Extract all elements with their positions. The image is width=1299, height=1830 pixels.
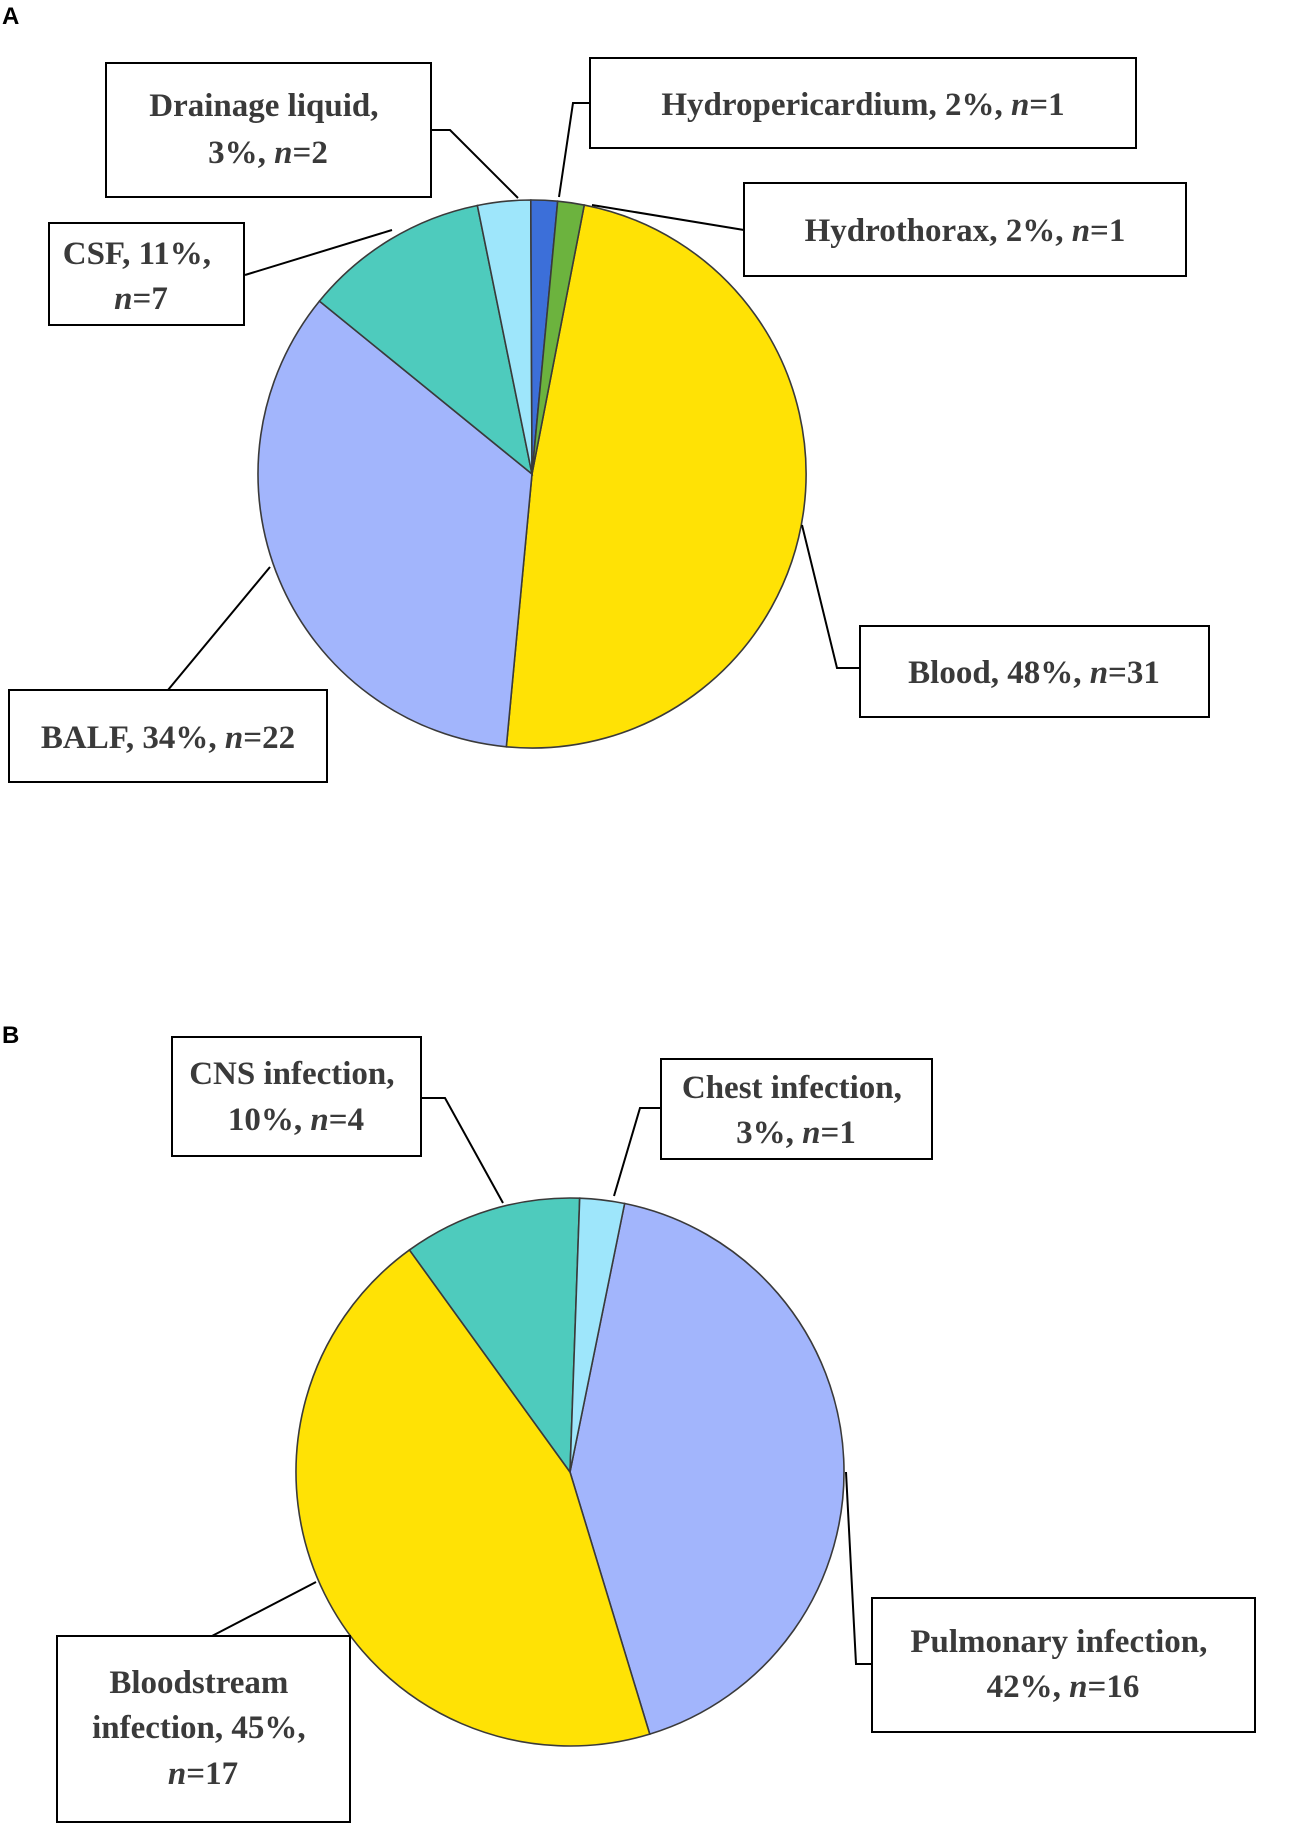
pie-chart-a <box>257 199 807 749</box>
label-balf: BALF, 34%, n=22 <box>41 720 295 756</box>
label-box-cns <box>171 1036 422 1157</box>
label-chest: Chest infection, 3%, n=1 <box>682 1070 910 1151</box>
label-box-chest <box>660 1058 933 1160</box>
pie-b-slice-pulmonary-infection <box>569 1202 845 1736</box>
label-csf: CSF, 11%, n=7 <box>63 236 220 317</box>
label-bloodstream: Bloodstream infection, 45%, n=17 <box>92 1665 314 1792</box>
label-drainage: Drainage liquid, 3%, n=2 <box>149 88 386 171</box>
panel-letter-a: A <box>2 3 19 30</box>
pie-b-slice-cns-infection <box>408 1197 581 1475</box>
pie-a-slice-balf <box>257 299 533 748</box>
label-box-bloodstream <box>56 1635 351 1823</box>
leader-csf <box>244 229 393 276</box>
leader-hydrothorax <box>591 204 745 231</box>
label-box-balf <box>8 689 328 783</box>
pie-a-labels: Drainage liquid, 3%, n=2 Hydropericardiu… <box>8 57 1210 783</box>
leader-chest <box>613 1107 661 1197</box>
leader-balf <box>167 566 271 691</box>
pie-b-slice-bloodstream-infection <box>295 1248 651 1747</box>
leader-drainage <box>430 129 519 199</box>
label-hydrothorax: Hydrothorax, 2%, n=1 <box>805 213 1126 249</box>
label-box-hydrothorax <box>743 182 1187 277</box>
panel-letter-b: B <box>2 1022 19 1049</box>
label-blood: Blood, 48%, n=31 <box>908 655 1160 691</box>
label-box-blood <box>859 625 1210 718</box>
label-box-csf <box>48 222 245 326</box>
label-box-drainage <box>105 62 432 198</box>
label-cns: CNS infection, 10%, n=4 <box>189 1056 403 1138</box>
pie-a-slice-csf <box>318 204 534 477</box>
pie-a-slice-blood <box>505 204 807 749</box>
leader-hydropericardium <box>558 102 590 198</box>
label-hydropericardium: Hydropericardium, 2%, n=1 <box>661 87 1064 123</box>
label-box-hydropericardium <box>589 57 1137 149</box>
label-box-pulmonary <box>871 1597 1256 1733</box>
label-pulmonary: Pulmonary infection, 42%, n=16 <box>910 1624 1215 1705</box>
pie-b-labels: CNS infection, 10%, n=4 Chest infection,… <box>56 1036 1256 1823</box>
pie-a-slice-hydrothorax <box>531 200 586 475</box>
pie-b-slice-chest-infection <box>569 1197 626 1473</box>
leader-blood <box>801 524 860 669</box>
leader-pulmonary <box>845 1471 872 1665</box>
leader-cns <box>421 1097 504 1204</box>
pie-chart-b <box>295 1197 845 1747</box>
leader-bloodstream <box>211 1581 317 1637</box>
